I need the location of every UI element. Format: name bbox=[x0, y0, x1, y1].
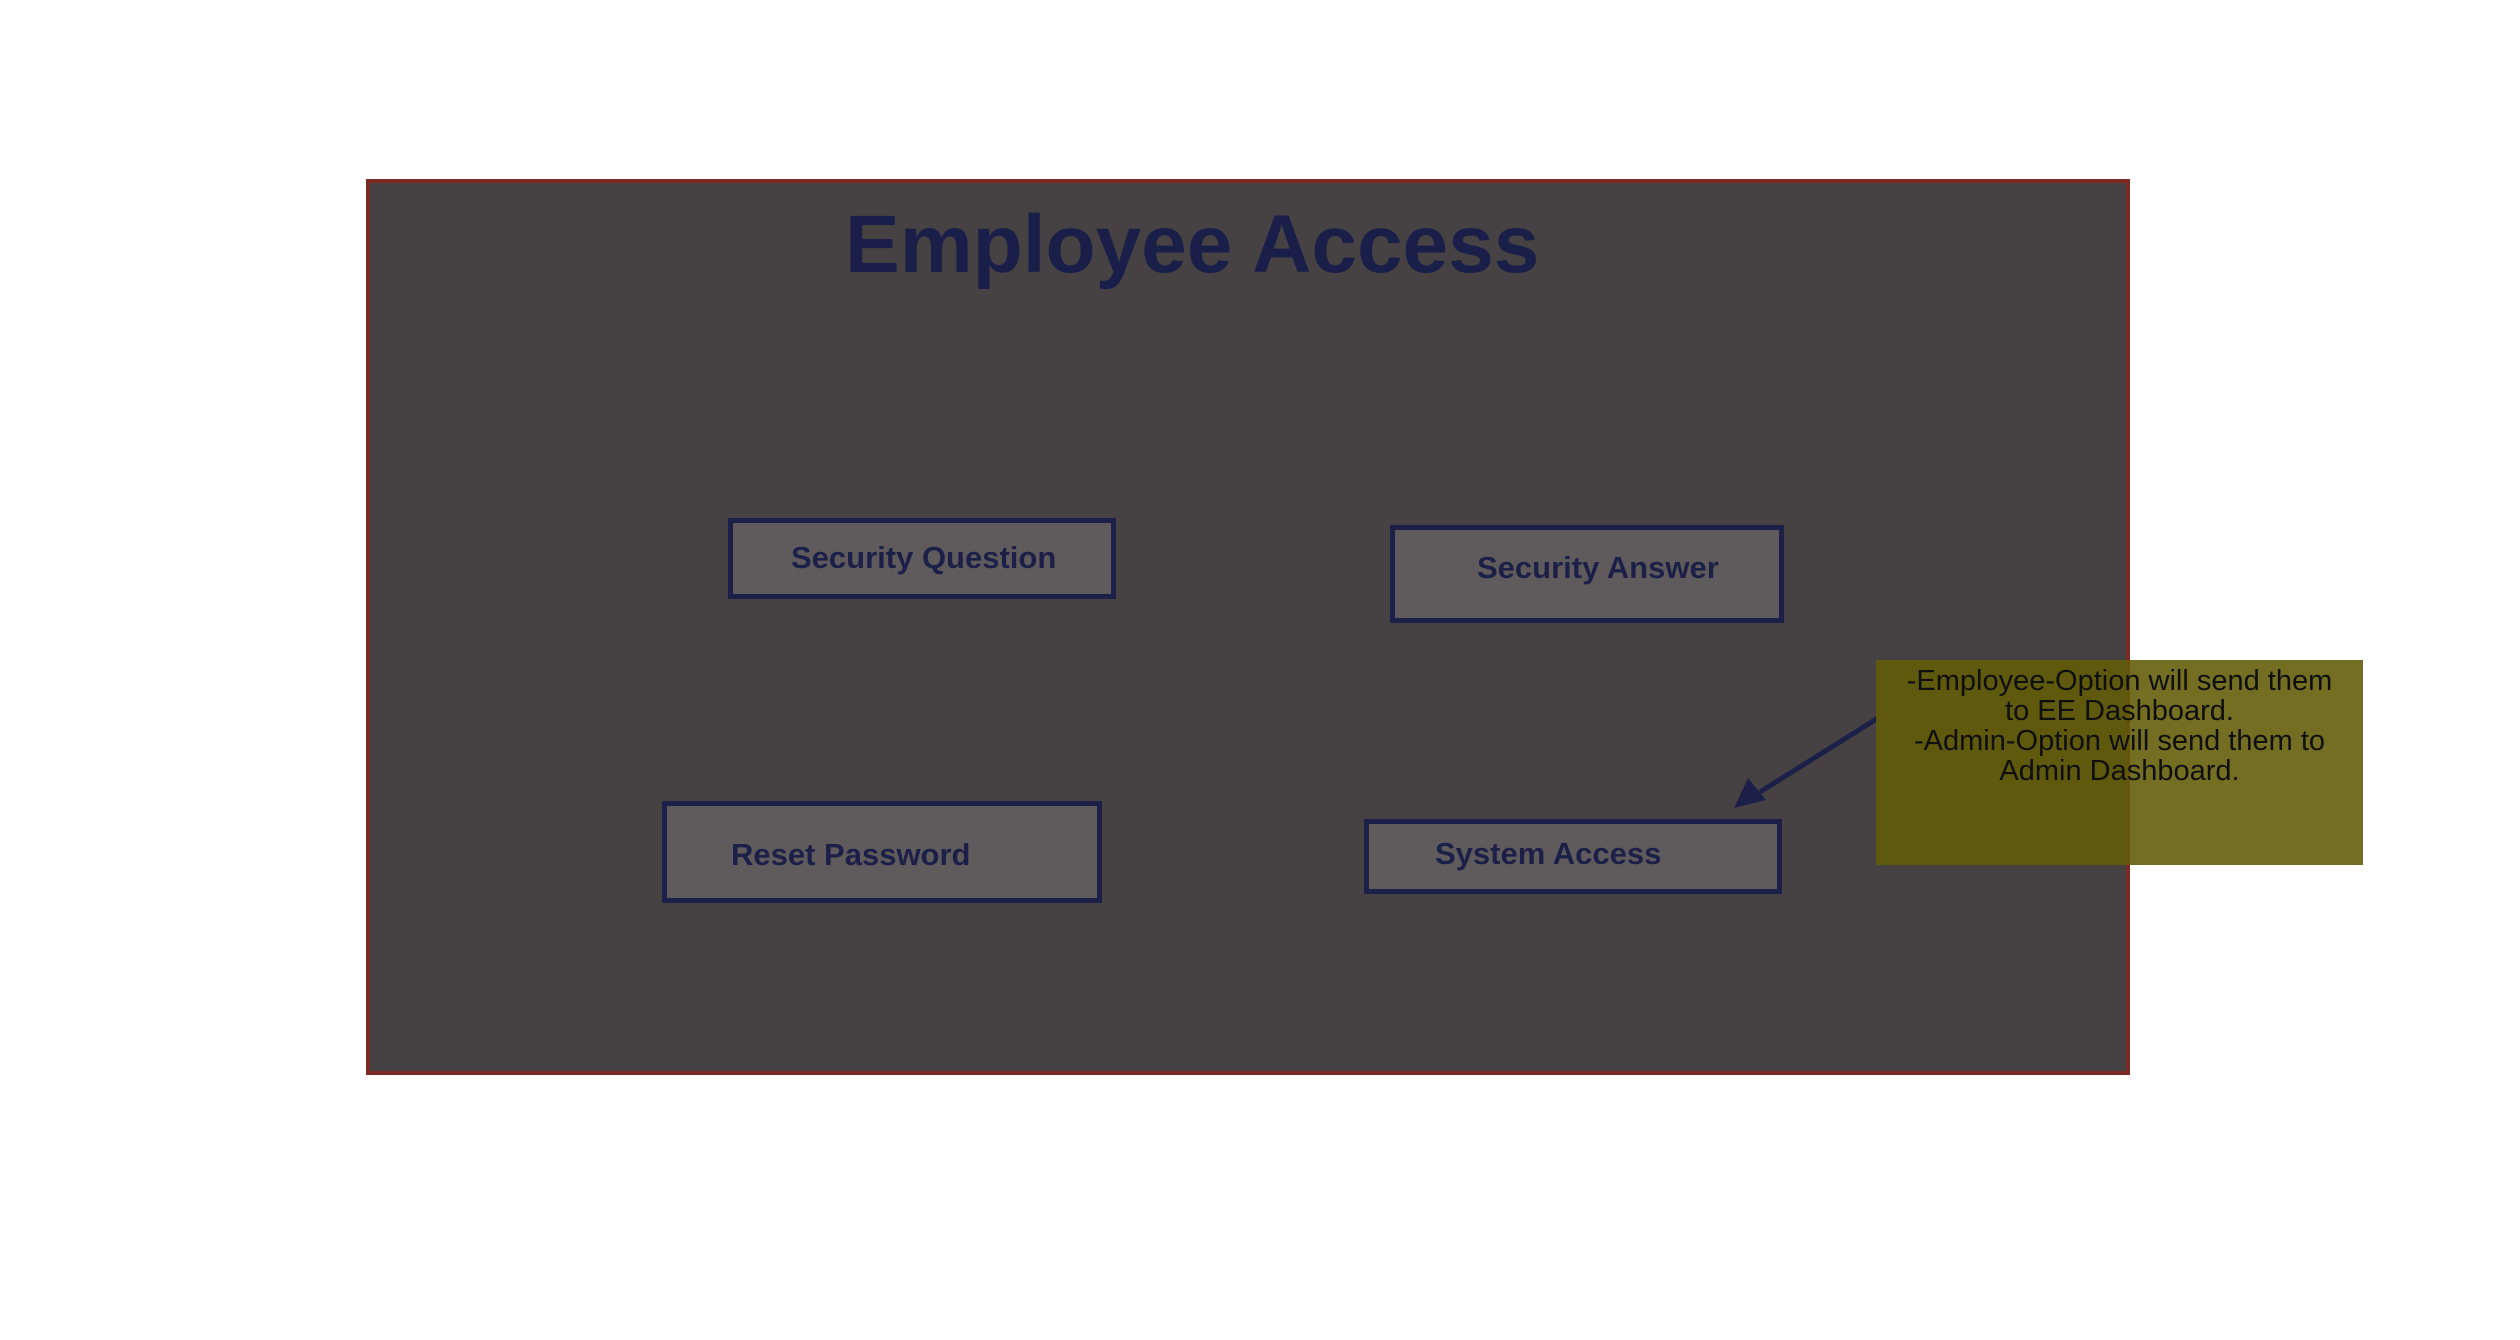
security-question-label: Security Question bbox=[791, 540, 1057, 575]
system-access-button[interactable]: System Access bbox=[1364, 819, 1782, 894]
security-answer-label: Security Answer bbox=[1477, 550, 1719, 585]
reset-password-button[interactable]: Reset Password bbox=[662, 801, 1102, 903]
note-line: Admin Dashboard. bbox=[1999, 755, 2240, 787]
security-answer-box[interactable]: Security Answer bbox=[1390, 525, 1784, 623]
note-line: -Employee-Option will send them bbox=[1906, 665, 2333, 697]
page-title: Employee Access bbox=[845, 199, 1540, 290]
system-access-label: System Access bbox=[1435, 836, 1662, 871]
note-line: -Admin-Option will send them to bbox=[1914, 725, 2325, 757]
employee-access-frame bbox=[366, 179, 2130, 1075]
note-line: to EE Dashboard. bbox=[2005, 695, 2234, 727]
security-question-box[interactable]: Security Question bbox=[728, 518, 1116, 599]
annotation-note: -Employee-Option will send them to EE Da… bbox=[1876, 660, 2363, 865]
reset-password-label: Reset Password bbox=[731, 837, 971, 872]
